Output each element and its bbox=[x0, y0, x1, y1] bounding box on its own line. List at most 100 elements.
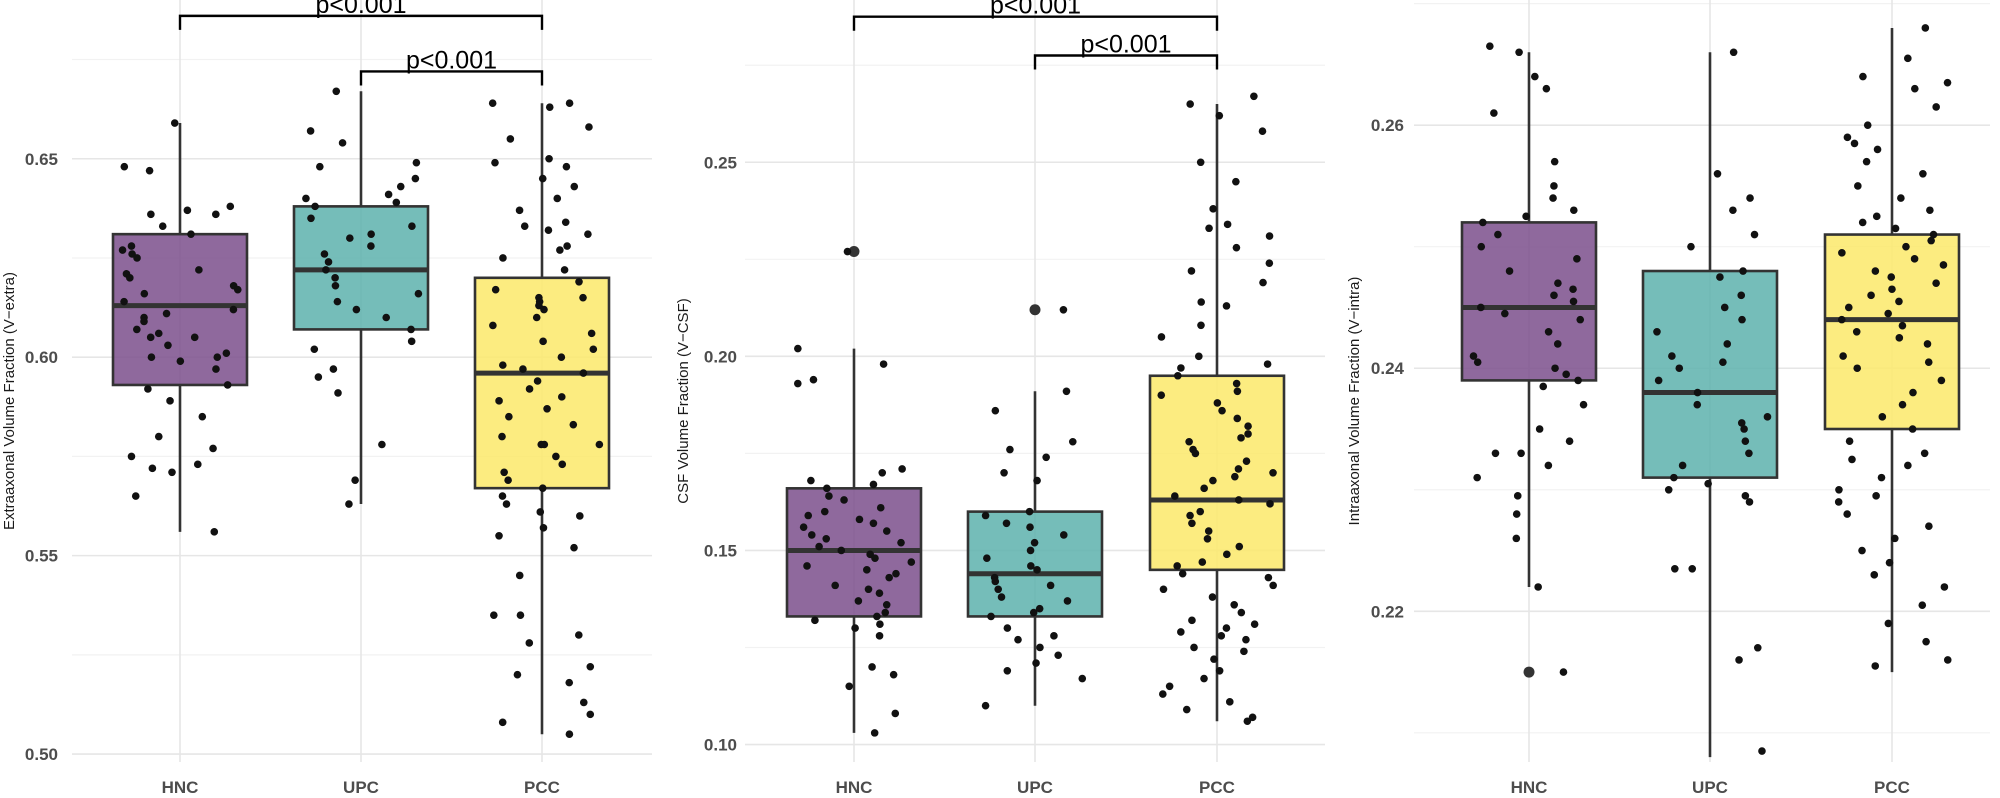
pcc-data-point bbox=[1919, 169, 1927, 178]
pcc-data-point bbox=[1188, 616, 1196, 625]
upc-data-point bbox=[345, 500, 353, 508]
pcc-data-point bbox=[1926, 206, 1934, 215]
y-axis-label: CSF Volume Fraction (V−CSF) bbox=[675, 298, 692, 503]
pcc-data-point bbox=[1177, 628, 1185, 636]
pcc-data-point bbox=[1165, 682, 1174, 691]
upc-data-point bbox=[338, 139, 347, 147]
y-axis-label: Extraaxonal Volume Fraction (V−extra) bbox=[1, 272, 18, 530]
pcc-data-point bbox=[1871, 267, 1880, 275]
upc-data-point bbox=[352, 305, 361, 314]
pcc-data-point bbox=[1195, 352, 1203, 361]
pcc-data-point bbox=[1223, 220, 1232, 229]
pcc-data-point bbox=[1258, 127, 1267, 136]
hnc-data-point bbox=[807, 531, 816, 539]
pcc-data-point bbox=[1250, 92, 1258, 101]
hnc-data-point bbox=[133, 325, 141, 334]
pcc-data-point bbox=[495, 531, 503, 540]
pcc-data-point bbox=[1870, 571, 1879, 579]
upc-data-point bbox=[1678, 461, 1687, 470]
upc-data-point bbox=[331, 274, 339, 282]
upc-data-point bbox=[1025, 507, 1034, 516]
x-tick-label-upc: UPC bbox=[1692, 778, 1728, 797]
upc-data-point bbox=[1693, 400, 1702, 409]
hnc-data-point bbox=[845, 682, 854, 691]
upc-data-point bbox=[1737, 291, 1746, 300]
hnc-data-point bbox=[1559, 668, 1568, 676]
hnc-data-point bbox=[1565, 437, 1574, 445]
pcc-data-point bbox=[1186, 100, 1194, 108]
significance-label: p<0.001 bbox=[990, 0, 1081, 20]
pcc-data-point bbox=[1920, 449, 1929, 458]
hnc-data-point bbox=[222, 349, 231, 358]
hnc-data-point bbox=[1522, 212, 1530, 221]
hnc-data-point bbox=[126, 274, 134, 282]
hnc-data-point bbox=[876, 620, 884, 628]
pcc-data-point bbox=[1204, 527, 1213, 535]
pcc-data-point bbox=[536, 508, 545, 516]
hnc-data-point bbox=[1535, 425, 1544, 433]
upc-data-point bbox=[1750, 230, 1759, 239]
pcc-data-point bbox=[1187, 267, 1196, 275]
pcc-data-point bbox=[538, 174, 547, 183]
hnc-data-point bbox=[145, 166, 154, 175]
pcc-data-point bbox=[1213, 399, 1222, 407]
pcc-data-point bbox=[499, 254, 507, 262]
hnc-data-point bbox=[843, 247, 852, 256]
significance-label: p<0.001 bbox=[406, 46, 497, 74]
y-tick-label: 0.24 bbox=[1371, 359, 1405, 378]
hnc-data-point bbox=[794, 344, 802, 353]
hnc-data-point bbox=[1554, 279, 1562, 287]
hnc-data-point bbox=[120, 162, 129, 171]
hnc-data-point bbox=[837, 546, 846, 555]
upc-data-point bbox=[306, 127, 315, 135]
pcc-data-point bbox=[1190, 643, 1198, 652]
pcc-data-point bbox=[1157, 333, 1166, 341]
upc-box bbox=[1641, 269, 1779, 479]
pcc-data-point bbox=[1234, 465, 1243, 473]
upc-data-point bbox=[316, 162, 324, 171]
upc-data-point bbox=[367, 230, 375, 238]
pcc-data-point bbox=[1186, 511, 1194, 520]
hnc-data-point bbox=[804, 511, 813, 520]
upc-data-point bbox=[1763, 413, 1772, 421]
hnc-data-point bbox=[1477, 303, 1485, 312]
upc-data-point bbox=[1029, 608, 1038, 617]
pcc-data-point bbox=[1232, 177, 1240, 186]
upc-data-point bbox=[1054, 651, 1062, 660]
pcc-data-point bbox=[1222, 302, 1231, 310]
pcc-data-point bbox=[1209, 205, 1217, 213]
hnc-data-point bbox=[131, 492, 140, 500]
hnc-data-point bbox=[168, 468, 176, 477]
hnc-data-point bbox=[146, 333, 155, 342]
upc-data-point bbox=[997, 593, 1006, 601]
hnc-data-point bbox=[885, 573, 893, 582]
hnc-outlier bbox=[848, 246, 860, 258]
pcc-data-point bbox=[1887, 273, 1896, 281]
pcc-data-point bbox=[539, 337, 547, 346]
pcc-data-point bbox=[1237, 434, 1245, 442]
hnc-data-point bbox=[147, 210, 155, 219]
upc-data-point bbox=[346, 234, 354, 242]
hnc-data-point bbox=[154, 432, 163, 441]
pcc-data-point bbox=[1895, 334, 1904, 342]
pcc-data-point bbox=[1890, 534, 1899, 543]
intraaxonal-panel: 0.22 0.24 0.26 HNC UPC PCC Intraaxonal Volume … bbox=[1346, 0, 1990, 797]
pcc-box bbox=[473, 276, 611, 490]
pcc-data-point bbox=[1196, 507, 1205, 516]
pcc-data-point bbox=[1839, 352, 1847, 360]
upc-data-point bbox=[332, 87, 341, 96]
pcc-data-point bbox=[1200, 484, 1208, 493]
pcc-data-point bbox=[1853, 364, 1862, 373]
hnc-data-point bbox=[1551, 364, 1559, 373]
hnc-data-point bbox=[799, 523, 808, 531]
hnc-data-point bbox=[133, 254, 141, 262]
hnc-data-point bbox=[209, 444, 217, 453]
upc-data-point bbox=[991, 406, 1000, 415]
pcc-data-point bbox=[538, 484, 547, 492]
upc-data-point bbox=[302, 194, 310, 203]
pcc-data-point bbox=[1266, 500, 1274, 508]
hnc-data-point bbox=[811, 616, 819, 625]
hnc-data-point bbox=[223, 381, 232, 389]
hnc-data-point bbox=[898, 465, 906, 473]
hnc-data-point bbox=[164, 341, 172, 350]
